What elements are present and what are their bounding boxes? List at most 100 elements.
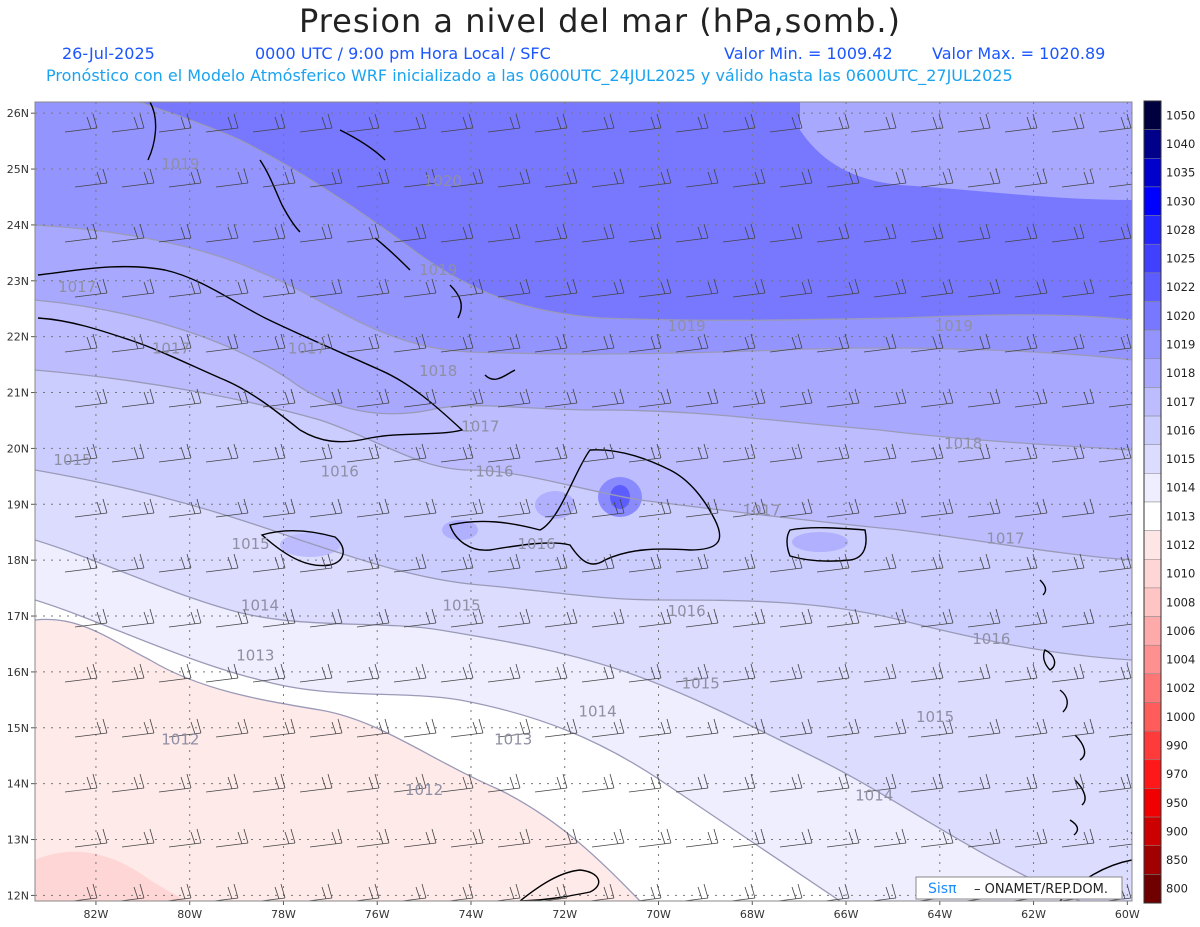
- wind-barb: [638, 718, 672, 738]
- lon-label: 60W: [1115, 908, 1140, 921]
- wind-barb: [252, 333, 286, 353]
- wind-barb: [64, 223, 98, 243]
- wind-barb: [1051, 113, 1085, 133]
- wind-barb: [356, 278, 390, 298]
- wind-barb: [638, 278, 672, 298]
- wind-barb: [769, 223, 803, 243]
- wind-barb: [826, 498, 860, 518]
- wind-barb: [873, 718, 907, 738]
- wind-barb: [252, 773, 286, 793]
- wind-barb: [1061, 388, 1095, 408]
- chart-title: Presion a nivel del mar (hPa,somb.): [298, 2, 902, 40]
- wind-barb: [356, 608, 390, 628]
- wind-barb: [769, 113, 803, 133]
- wind-barb: [205, 443, 239, 463]
- lon-label: 64W: [927, 908, 952, 921]
- wind-barb: [309, 828, 343, 848]
- wind-barb: [675, 663, 709, 683]
- wind-barb: [638, 168, 672, 188]
- wind-barb: [722, 113, 756, 133]
- wind-barb: [309, 498, 343, 518]
- wind-barb: [685, 498, 719, 518]
- wind-barb: [544, 608, 578, 628]
- wind-barb: [769, 663, 803, 683]
- wind-barb: [403, 718, 437, 738]
- wind-barb: [111, 223, 145, 243]
- wind-barb: [64, 773, 98, 793]
- wind-barb: [628, 773, 662, 793]
- wind-barb: [262, 168, 296, 188]
- wind-barb: [262, 498, 296, 518]
- wind-barb: [158, 773, 192, 793]
- wind-barb: [158, 443, 192, 463]
- wind-barb: [873, 278, 907, 298]
- wind-barb: [826, 828, 860, 848]
- colorbar-swatch: [1143, 587, 1162, 617]
- wind-barb: [487, 773, 521, 793]
- wind-barb: [722, 223, 756, 243]
- wind-barb: [168, 498, 202, 518]
- wind-barb: [638, 388, 672, 408]
- wind-barb: [769, 443, 803, 463]
- wind-barb: [168, 608, 202, 628]
- contour-label: 1019: [668, 317, 706, 335]
- wind-barb: [779, 168, 813, 188]
- wind-barb: [685, 388, 719, 408]
- colorbar-swatch: [1143, 616, 1162, 646]
- wind-barb: [1014, 608, 1048, 628]
- wind-barb: [168, 168, 202, 188]
- wind-barb: [685, 828, 719, 848]
- wind-barb: [957, 113, 991, 133]
- contour-label: 1016: [972, 630, 1010, 648]
- wind-barb: [1098, 223, 1132, 243]
- contour-label: 1015: [682, 675, 720, 693]
- colorbar-label: 1017: [1166, 395, 1195, 409]
- colorbar-swatch: [1143, 358, 1162, 388]
- lat-label: 23N: [7, 275, 29, 288]
- wind-barb: [74, 718, 108, 738]
- contour-label: 1017: [58, 278, 96, 296]
- colorbar-swatch: [1143, 759, 1162, 789]
- wind-barb: [722, 773, 756, 793]
- wind-barb: [257, 883, 286, 901]
- wind-barb: [205, 333, 239, 353]
- wind-barb: [69, 883, 98, 901]
- wind-barb: [544, 498, 578, 518]
- colorbar-label: 1010: [1166, 567, 1195, 581]
- wind-barb: [393, 663, 427, 683]
- wind-barb: [675, 553, 709, 573]
- contour-label: 1019: [935, 317, 973, 335]
- wind-barb: [1051, 663, 1085, 683]
- wind-barb: [74, 168, 108, 188]
- wind-barb: [873, 168, 907, 188]
- wind-barb: [356, 168, 390, 188]
- wind-barb: [920, 388, 954, 408]
- colorbar-swatch: [1143, 186, 1162, 216]
- wind-barb: [544, 168, 578, 188]
- wind-barb: [1098, 553, 1132, 573]
- contour-label: 1018: [944, 434, 982, 452]
- wind-barb: [920, 608, 954, 628]
- wind-barb: [920, 278, 954, 298]
- forecast-time: 0000 UTC / 9:00 pm Hora Local / SFC: [255, 44, 551, 63]
- colorbar-label: 800: [1166, 882, 1188, 896]
- wind-barb: [440, 773, 474, 793]
- wind-barb: [262, 388, 296, 408]
- wind-barb: [393, 333, 427, 353]
- colorbar-label: 1012: [1166, 538, 1195, 552]
- wind-barb: [910, 553, 944, 573]
- colorbar: 1050 1040 1035 1030 1028 1025 1022 1020 1019 1018…: [1143, 100, 1195, 904]
- colorbar-swatch: [1143, 730, 1162, 761]
- wind-barb: [779, 608, 813, 628]
- wind-barb: [863, 773, 897, 793]
- wind-barb: [1098, 443, 1132, 463]
- wind-barb: [821, 883, 850, 901]
- wind-barb: [722, 443, 756, 463]
- wind-barb: [957, 443, 991, 463]
- wind-barb: [967, 278, 1001, 298]
- colorbar-swatch: [1143, 530, 1162, 560]
- wind-barb: [581, 443, 615, 463]
- wind-barb: [393, 553, 427, 573]
- wind-barb: [215, 388, 249, 408]
- lon-label: 80W: [177, 908, 202, 921]
